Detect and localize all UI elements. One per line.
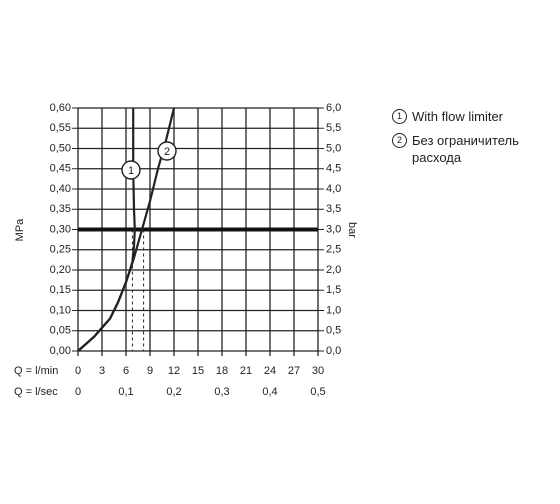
y2-tick-label: 0,5 — [326, 325, 341, 337]
y2-tick-label: 0,0 — [326, 345, 341, 357]
x2-axis-label: Q = l/sec — [14, 386, 58, 398]
legend-item: 1 With flow limiter — [392, 108, 542, 125]
curve-label-circle — [157, 141, 177, 161]
y2-tick-label: 4,5 — [326, 163, 341, 175]
y2-tick-label: 3,0 — [326, 223, 341, 235]
x2-tick-label: 0,3 — [214, 386, 229, 398]
y-tick-label: 0,50 — [50, 142, 71, 154]
x-tick-label: 9 — [147, 365, 153, 377]
x-tick-label: 6 — [123, 365, 129, 377]
y-tick-label: 0,20 — [50, 264, 71, 276]
x2-tick-label: 0,1 — [118, 386, 133, 398]
x-tick-label: 0 — [75, 365, 81, 377]
y2-tick-label: 2,0 — [326, 264, 341, 276]
y-tick-label: 0,35 — [50, 203, 71, 215]
x-tick-label: 24 — [264, 365, 276, 377]
y2-tick-label: 3,5 — [326, 203, 341, 215]
y2-tick-label: 6,0 — [326, 102, 341, 114]
x-tick-label: 12 — [168, 365, 180, 377]
curve-label: 1 — [128, 165, 134, 177]
y-tick-label: 0,05 — [50, 325, 71, 337]
y2-tick-label: 1,5 — [326, 284, 341, 296]
x-tick-label: 3 — [99, 365, 105, 377]
line — [77, 107, 176, 352]
legend-marker: 2 — [392, 133, 407, 148]
y-tick-label: 0,10 — [50, 304, 71, 316]
y2-axis-label: bar — [346, 222, 358, 238]
y2-tick-label: 1,0 — [326, 304, 341, 316]
y-axis-label: MPa — [14, 218, 26, 242]
y2-tick-label: 5,5 — [326, 122, 341, 134]
x-tick-label: 27 — [288, 365, 300, 377]
y2-tick-label: 2,5 — [326, 244, 341, 256]
x-tick-label: 30 — [312, 365, 324, 377]
legend-text: Без ограничитель расхода — [412, 133, 519, 165]
legend-text: With flow limiter — [412, 109, 504, 124]
x-tick-label: 21 — [240, 365, 252, 377]
legend-item: 2 Без ограничитель расхода — [392, 132, 542, 166]
y2-tick-label: 5,0 — [326, 142, 341, 154]
y-tick-label: 0,60 — [50, 102, 71, 114]
x-axis-label: Q = l/min — [14, 365, 58, 377]
legend-marker: 1 — [392, 109, 407, 124]
x2-tick-label: 0,2 — [166, 386, 181, 398]
x-tick-label: 15 — [192, 365, 204, 377]
y-tick-label: 0,40 — [50, 183, 71, 195]
y-tick-label: 0,25 — [50, 244, 71, 256]
x2-tick-label: 0,5 — [310, 386, 325, 398]
x2-tick-label: 0,4 — [262, 386, 277, 398]
y2-tick-label: 4,0 — [326, 183, 341, 195]
y-tick-label: 0,30 — [50, 223, 71, 235]
y-tick-label: 0,55 — [50, 122, 71, 134]
y-tick-label: 0,45 — [50, 163, 71, 175]
curve-label: 2 — [164, 146, 170, 158]
y-tick-label: 0,00 — [50, 345, 71, 357]
y-tick-label: 0,15 — [50, 284, 71, 296]
x2-tick-label: 0 — [75, 386, 81, 398]
curve-label-circle — [121, 160, 141, 180]
x-tick-label: 18 — [216, 365, 228, 377]
